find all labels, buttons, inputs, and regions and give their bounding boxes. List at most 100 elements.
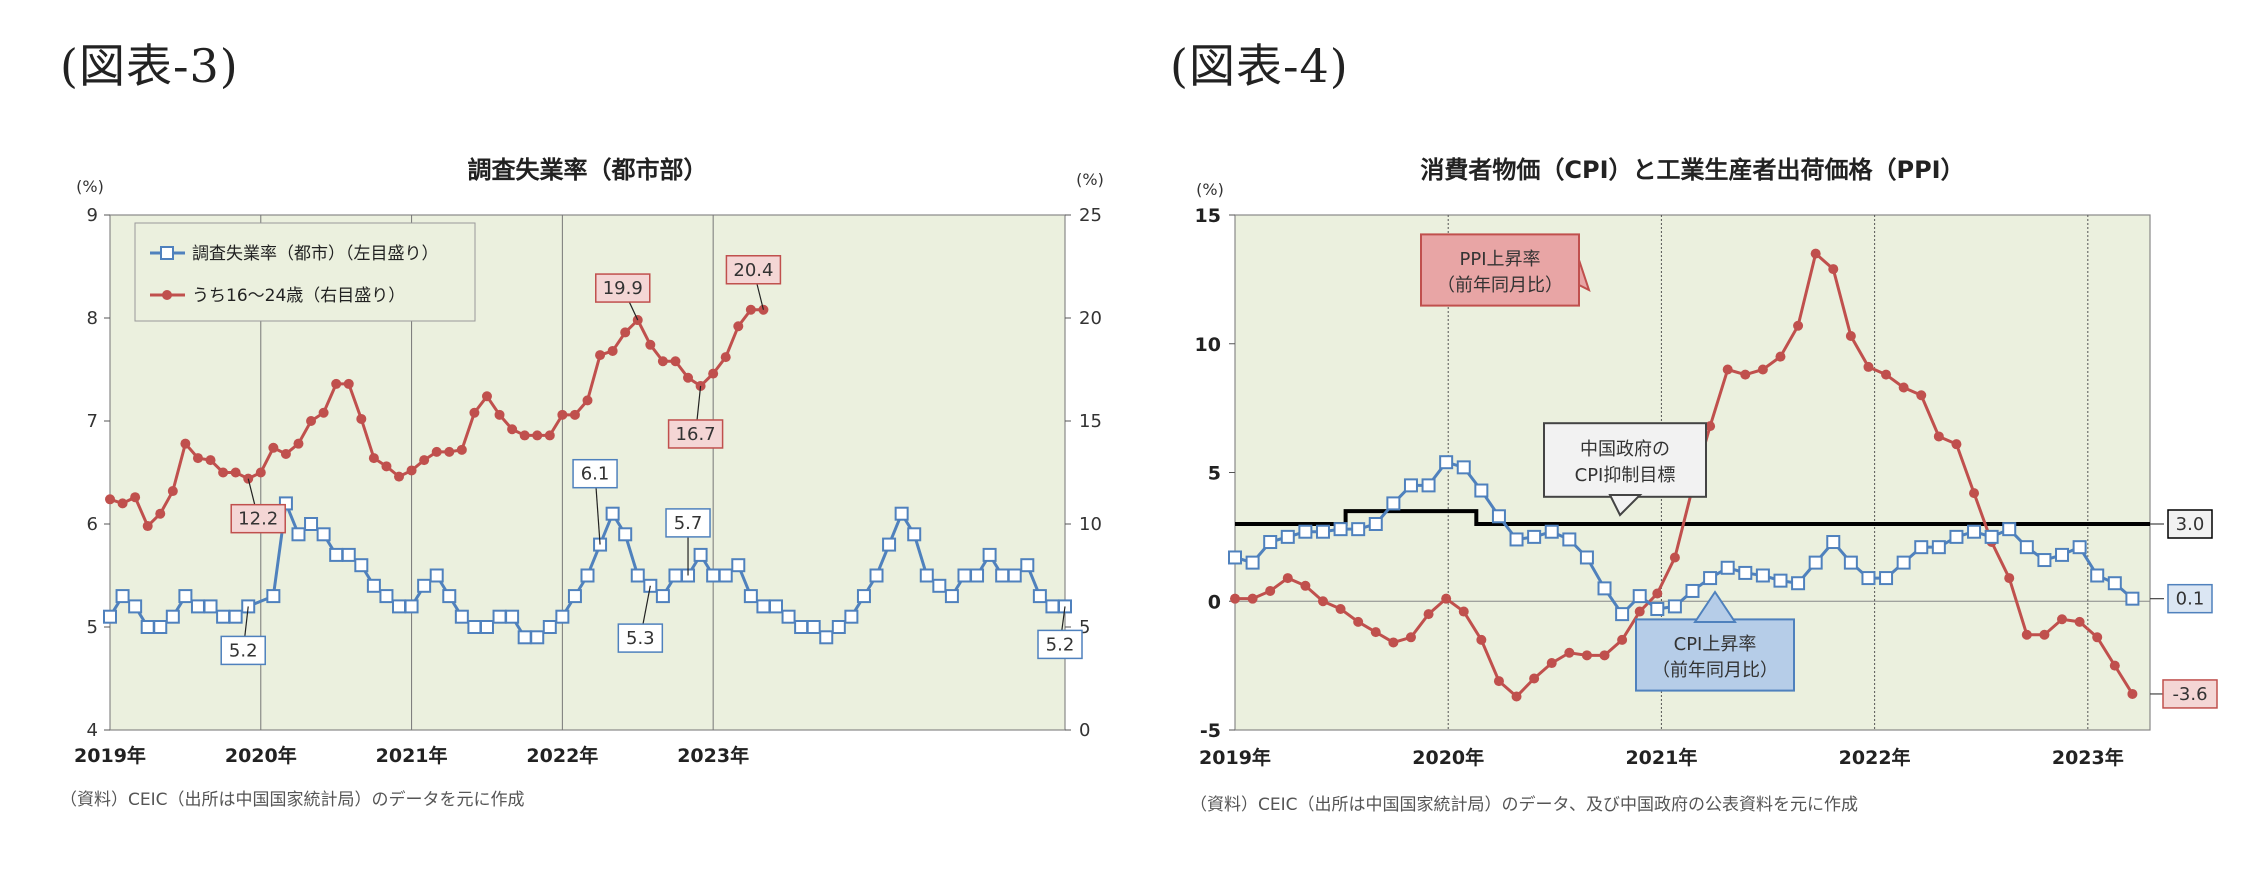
x-tick-label: 2021年 (376, 744, 448, 767)
figure3-panel: 調査失業率（都市部） (%) (%) 2019年 2020年 2021年 2022年 2023… (55, 140, 1115, 780)
cpi-point (1333, 522, 1348, 537)
youth-point (356, 413, 367, 424)
urban-annotation-box (617, 623, 664, 653)
urban-point (781, 609, 796, 624)
youth-point (268, 442, 279, 453)
end-label: 3.0 (2176, 514, 2205, 535)
ppi-point (1370, 627, 1381, 638)
urban-point (919, 568, 934, 583)
urban-point (203, 599, 218, 614)
urban-point (831, 620, 846, 634)
ppi-point (1529, 673, 1540, 684)
urban-point (882, 537, 897, 552)
target-callout-box (1543, 422, 1707, 498)
youth-point (280, 448, 291, 459)
ppi-point (1317, 596, 1328, 607)
left-tick-label: 8 (87, 308, 98, 329)
ppi-callout-line: （前年同月比） (1437, 275, 1563, 296)
x-tick-label: 2020年 (1412, 746, 1484, 769)
youth-point (670, 356, 681, 367)
youth-point (758, 304, 769, 315)
ppi-point (1898, 382, 1909, 393)
urban-annotation-box (665, 508, 711, 538)
cpi-point (2107, 576, 2122, 591)
urban-point (128, 599, 143, 614)
x-tick-label: 2020年 (225, 744, 297, 767)
cpi-point (1509, 532, 1524, 547)
urban-point (417, 578, 432, 593)
youth-annotation: 16.7 (676, 424, 716, 445)
cpi-point (1808, 555, 1823, 570)
urban-point (304, 517, 319, 531)
right-tick-label: 15 (1079, 411, 1102, 432)
figure3-source: （資料）CEIC（出所は中国国家統計局）のデータを元に作成 (60, 790, 525, 810)
y-tick-label: -5 (1200, 720, 1221, 742)
figure4-label: (図表-4) (1170, 39, 1349, 93)
left-tick-label: 7 (87, 411, 98, 432)
urban-point (970, 568, 985, 583)
cpi-point (1351, 522, 1366, 537)
ppi-callout-box (1420, 233, 1580, 307)
target-callout: 中国政府の CPI抑制目標 (1543, 422, 1707, 498)
ppi-point (1546, 658, 1557, 669)
ppi-point (1740, 369, 1751, 380)
youth-point (419, 455, 430, 466)
target-callout-pointer (1608, 494, 1643, 517)
cpi-point (2090, 568, 2105, 583)
end-label-box (2167, 583, 2213, 614)
ppi-callout: PPI上昇率 （前年同月比） (1420, 233, 1580, 307)
urban-point (316, 527, 331, 542)
urban-point (216, 609, 231, 624)
cpi-callout-line: （前年同月比） (1652, 660, 1778, 681)
cpi-point (1791, 576, 1806, 591)
youth-point (306, 416, 317, 426)
urban-point (178, 589, 193, 604)
cpi-point (1491, 509, 1506, 524)
cpi-point (1544, 524, 1559, 539)
youth-point (105, 494, 115, 505)
cpi-point (1527, 529, 1542, 544)
cpi-point (1984, 529, 1999, 544)
figure4-source: （資料）CEIC（出所は中国国家統計局）のデータ、及び中国政府の公表資料を元に作… (1190, 795, 1858, 815)
urban-point (190, 599, 205, 614)
youth-point (130, 492, 141, 503)
youth-point (695, 380, 706, 391)
urban-point (718, 568, 733, 583)
ppi-point (1230, 593, 1240, 604)
x-tick-label: 2023年 (677, 744, 749, 767)
urban-point (442, 589, 457, 604)
cpi-point (1228, 550, 1242, 565)
ppi-point (1581, 650, 1592, 661)
urban-point (165, 609, 180, 624)
cpi-point (1650, 601, 1665, 616)
youth-point (494, 409, 505, 420)
youth-point (569, 409, 580, 420)
urban-point (115, 589, 130, 604)
urban-point (1020, 558, 1035, 573)
ppi-point (2074, 616, 2085, 627)
chart-title: 消費者物価（CPI）と工業生産者出荷価格（PPI） (1420, 156, 1964, 184)
urban-point (982, 547, 997, 562)
urban-point (291, 527, 306, 542)
left-tick-label: 5 (87, 617, 98, 638)
urban-annotation-box (1037, 629, 1083, 660)
ppi-point (2021, 629, 2032, 640)
cpi-point (1632, 589, 1647, 604)
youth-point (481, 391, 492, 402)
urban-point (354, 558, 369, 573)
cpi-point (1386, 496, 1401, 511)
legend: 調査失業率（都市）（左目盛り） うち16～24歳（右目盛り） (134, 222, 476, 322)
ppi-point (1564, 647, 1575, 658)
left-tick-label: 6 (87, 514, 98, 535)
cpi-point (1896, 555, 1911, 570)
cpi-callout-pointer (1693, 590, 1737, 623)
youth-point (683, 372, 694, 383)
urban-point (668, 568, 683, 583)
urban-point (228, 609, 243, 624)
right-unit: (%) (1076, 170, 1104, 189)
cpi-point (1474, 483, 1489, 498)
urban-point (655, 589, 670, 604)
cpi-point (1245, 555, 1260, 570)
urban-point (794, 620, 809, 634)
urban-point (492, 609, 507, 624)
